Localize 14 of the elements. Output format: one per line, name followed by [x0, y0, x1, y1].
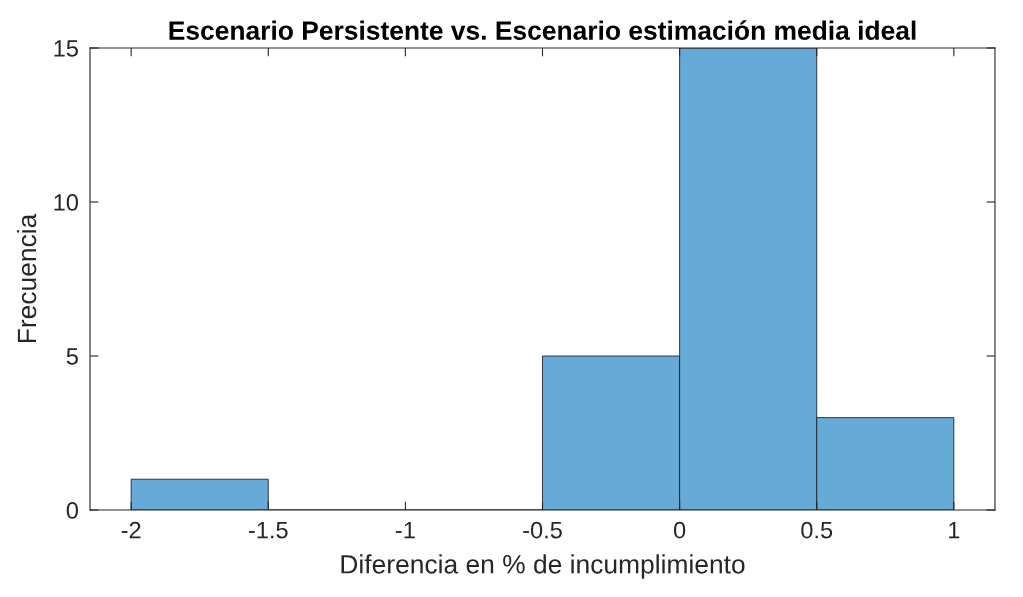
y-tick-label: 15	[54, 40, 78, 57]
chart-title: Escenario Persistente vs. Escenario estimación media ideal	[169, 20, 916, 40]
y-tick-label: 10	[54, 194, 78, 211]
x-tick-label: 1	[949, 522, 960, 539]
x-tick-label: -1.5	[248, 522, 288, 539]
x-tick-label: -2	[121, 521, 141, 539]
x-tick-label: 0	[673, 521, 686, 539]
x-axis-title: Diferencia en % de incumplimiento	[341, 554, 745, 579]
x-tick-label: -1	[395, 522, 415, 539]
y-tick-label: 5	[66, 348, 78, 365]
y-tick-label: 0	[66, 502, 78, 519]
x-tick-label: -0.5	[523, 521, 562, 539]
y-axis-title: Frecuencia	[16, 213, 37, 343]
x-tick-label: 0.5	[801, 521, 833, 539]
